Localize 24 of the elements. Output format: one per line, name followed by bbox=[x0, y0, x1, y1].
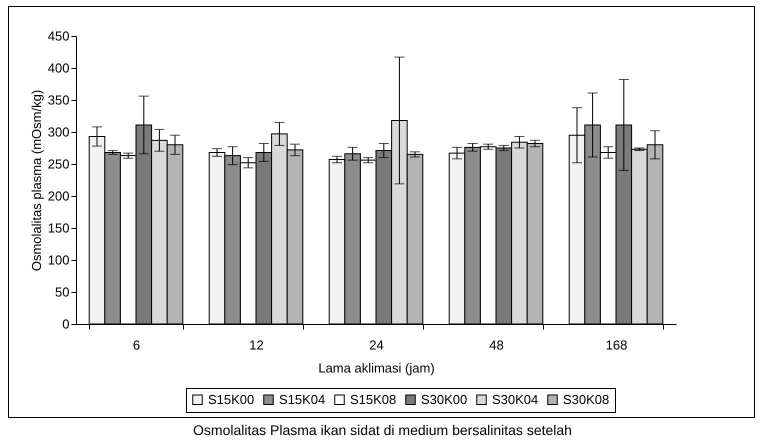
y-tick-label: 450 bbox=[48, 28, 70, 44]
y-tick-label: 150 bbox=[48, 220, 70, 236]
x-tick-label: 168 bbox=[606, 338, 628, 352]
y-tick-label: 350 bbox=[48, 92, 70, 108]
x-tick-label: 6 bbox=[132, 338, 140, 352]
y-tick-label: 400 bbox=[48, 60, 70, 76]
legend-label: S30K04 bbox=[492, 392, 538, 407]
y-tick-label: 200 bbox=[48, 188, 70, 204]
y-axis-title: Osmolalitas plasma (mOsm/kg) bbox=[28, 90, 44, 272]
y-tick-label: 0 bbox=[62, 316, 70, 332]
legend-label: S15K08 bbox=[350, 392, 396, 407]
x-tick-label: 24 bbox=[369, 338, 384, 352]
legend-label: S15K00 bbox=[208, 392, 254, 407]
y-tick-label: 250 bbox=[48, 156, 70, 172]
y-tick-label: 100 bbox=[48, 252, 70, 268]
legend-label: S15K04 bbox=[279, 392, 326, 407]
legend-label: S30K08 bbox=[563, 392, 610, 407]
x-axis-title: Lama aklimasi (jam) bbox=[318, 360, 435, 376]
x-tick-label: 48 bbox=[489, 338, 504, 352]
text: Osmolalitas Plasma ikan sidat di medium bersalinitas setelah bbox=[192, 422, 573, 438]
y-tick-label: 300 bbox=[48, 124, 70, 140]
y-tick-label: 50 bbox=[55, 284, 70, 300]
x-tick-label: 12 bbox=[249, 338, 264, 352]
legend-label: S30K00 bbox=[421, 392, 468, 407]
